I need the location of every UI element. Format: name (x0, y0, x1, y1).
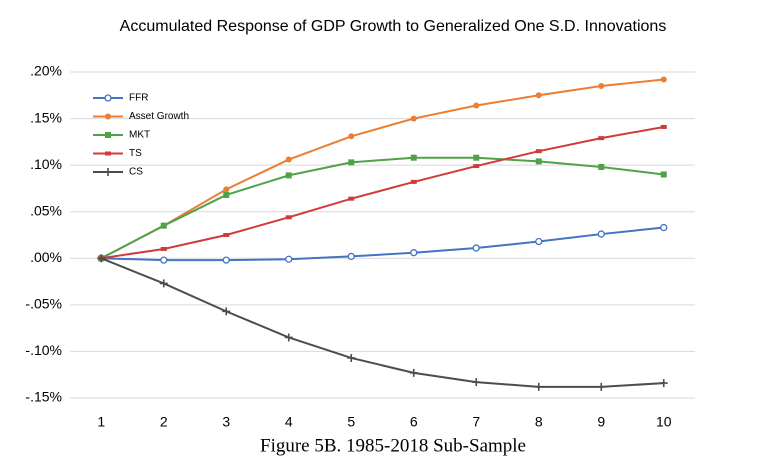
x-tick-label: 5 (347, 414, 355, 430)
x-tick-label: 10 (656, 414, 672, 430)
y-tick-label: -.15% (25, 389, 62, 405)
x-tick-label: 7 (472, 414, 480, 430)
marker (410, 154, 417, 161)
x-tick-label: 8 (535, 414, 543, 430)
legend-marker (105, 113, 111, 120)
x-tick-label: 9 (597, 414, 605, 430)
marker (159, 279, 168, 288)
marker (285, 172, 292, 179)
series-line (100, 257, 664, 388)
caption: Figure 5B. 1985-2018 Sub-Sample (260, 435, 526, 456)
chart-title: Accumulated Response of GDP Growth to Ge… (120, 18, 667, 35)
marker (535, 158, 542, 165)
marker (535, 237, 543, 246)
x-tick-label: 3 (222, 414, 230, 430)
marker (285, 255, 293, 263)
marker (598, 82, 605, 89)
marker (347, 353, 356, 362)
marker (222, 307, 231, 316)
marker (222, 256, 230, 264)
legend-marker (105, 132, 111, 138)
y-tick-label: .20% (30, 63, 62, 79)
legend-label: CS (129, 167, 143, 178)
legend-label: MKT (129, 130, 150, 141)
marker (97, 254, 106, 263)
marker (473, 102, 480, 109)
y-tick-label: -.05% (25, 296, 62, 312)
y-tick-label: .10% (30, 156, 62, 172)
x-tick-label: 1 (97, 414, 105, 430)
marker (597, 230, 605, 238)
marker (348, 159, 355, 166)
marker (223, 186, 230, 193)
marker (348, 196, 355, 201)
marker (284, 333, 293, 342)
marker (472, 244, 480, 252)
marker (597, 382, 606, 391)
marker (473, 164, 480, 169)
marker (472, 378, 481, 387)
legend-label: TS (129, 148, 142, 159)
marker (285, 156, 292, 163)
marker (660, 124, 667, 129)
y-tick-label: -.10% (25, 342, 62, 358)
marker (160, 222, 167, 229)
marker (347, 252, 355, 261)
marker (160, 256, 168, 264)
marker (535, 149, 542, 154)
series-line (100, 78, 664, 260)
marker (660, 171, 667, 178)
x-tick-label: 6 (410, 414, 418, 430)
marker (160, 246, 167, 251)
y-tick-label: .15% (30, 109, 62, 125)
legend-marker (105, 151, 111, 156)
marker (598, 136, 605, 141)
marker (598, 164, 605, 171)
marker (409, 368, 418, 377)
marker (660, 76, 667, 83)
series-line (101, 125, 664, 260)
y-tick-label: .05% (30, 202, 62, 218)
x-tick-label: 2 (160, 414, 168, 430)
marker (660, 223, 668, 232)
series-line (101, 226, 664, 262)
marker (473, 154, 480, 161)
y-tick-label: .00% (30, 249, 62, 265)
marker (285, 215, 292, 220)
marker (659, 379, 668, 388)
series-line (100, 156, 664, 260)
marker (348, 133, 355, 140)
marker (410, 115, 417, 122)
legend-marker (104, 168, 112, 176)
legend-marker (104, 94, 112, 102)
marker (410, 179, 417, 184)
marker (223, 191, 230, 198)
legend-label: FFR (129, 93, 148, 104)
marker (534, 382, 543, 391)
marker (410, 249, 418, 257)
x-tick-label: 4 (285, 414, 293, 430)
marker (535, 92, 542, 99)
marker (223, 233, 230, 237)
legend-label: Asset Growth (129, 111, 189, 122)
